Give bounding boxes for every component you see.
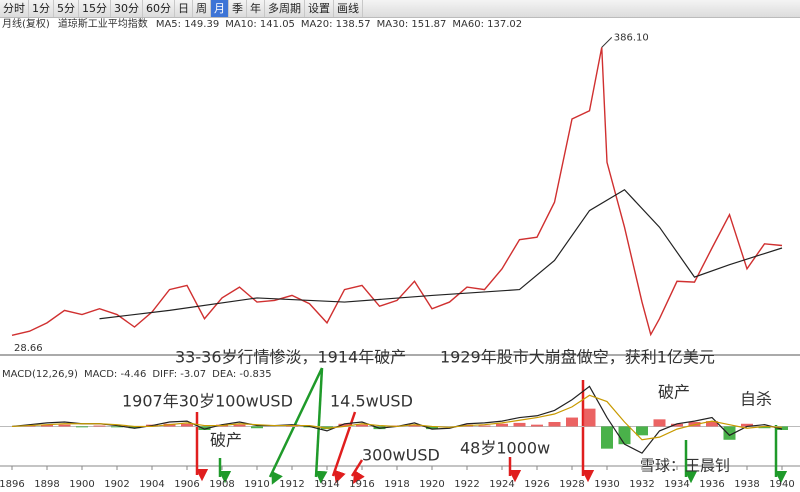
toolbar-button[interactable]: 季: [229, 0, 247, 17]
annotation: 1929年股市大崩盘做空，获利1亿美元: [440, 348, 715, 367]
x-tick-label: 1904: [139, 479, 164, 490]
macd-bar: [478, 425, 491, 427]
macd-bar: [426, 426, 438, 430]
macd-bar: [251, 426, 263, 429]
toolbar-button[interactable]: 60分: [143, 0, 175, 17]
x-tick-label: 1940: [769, 479, 794, 490]
watermark: 雪球：王晨钊: [640, 457, 730, 475]
macd-bar: [338, 423, 351, 427]
macd-bar: [198, 426, 211, 430]
line: [99, 188, 783, 320]
macd-bar: [653, 419, 666, 427]
legend-entry: MA5: 149.39: [156, 19, 219, 30]
x-tick-label: 1898: [34, 479, 59, 490]
legend-entry: MA20: 138.57: [301, 19, 371, 30]
value-label: 386.10: [614, 32, 649, 43]
legend-entry: DIFF: -3.07: [152, 369, 206, 380]
x-tick-label: 1924: [489, 479, 514, 490]
macd-bar: [601, 426, 613, 449]
x-tick-label: 1938: [734, 479, 759, 490]
macd-bar: [741, 423, 753, 427]
legend-entry: MA10: 141.05: [225, 19, 295, 30]
macd-bar: [181, 423, 193, 427]
macd-bar: [706, 421, 718, 427]
legend-entry: DEA: -0.835: [212, 369, 271, 380]
line: [11, 47, 783, 337]
x-tick-label: 1922: [454, 479, 479, 490]
chart-title: 月线(复权): [2, 17, 50, 30]
legend-entry: MA30: 151.87: [377, 19, 447, 30]
toolbar-button[interactable]: 5分: [54, 0, 79, 17]
toolbar-button[interactable]: 月: [211, 0, 229, 17]
line: [11, 394, 783, 441]
x-tick-label: 1896: [0, 479, 25, 490]
x-tick-label: 1928: [559, 479, 584, 490]
macd-bar: [583, 408, 596, 427]
macd-bar: [496, 423, 508, 427]
x-tick-label: 1910: [244, 479, 269, 490]
annotation: 破产: [210, 431, 242, 450]
macd-bar: [356, 424, 368, 427]
toolbar-button[interactable]: 设置: [305, 0, 334, 17]
toolbar-button[interactable]: 15分: [79, 0, 111, 17]
x-tick-label: 1936: [699, 479, 724, 490]
toolbar-button[interactable]: 1分: [29, 0, 54, 17]
macd-bar: [618, 426, 631, 445]
toolbar-button[interactable]: 画线: [334, 0, 363, 17]
macd-bar: [671, 423, 683, 427]
annotation: 48岁1000w: [460, 439, 550, 458]
x-tick-label: 1926: [524, 479, 549, 490]
macd-bar: [76, 426, 88, 428]
x-tick-label: 1902: [104, 479, 129, 490]
chart-subtitle: 道琼斯工业平均指数: [58, 17, 148, 30]
x-tick-label: 1906: [174, 479, 199, 490]
x-tick-label: 1934: [664, 479, 689, 490]
macd-bar: [723, 426, 736, 440]
macd-bar: [566, 417, 578, 427]
x-tick-label: 1920: [419, 479, 444, 490]
macd-bar: [408, 424, 421, 427]
macd-title: MACD(12,26,9): [2, 369, 78, 380]
toolbar: 分时 1分 5分 15分 30分 60分日周月季年多周期 设置 画线: [0, 0, 800, 18]
x-tick-label: 1914: [314, 479, 339, 490]
legend-entry: MACD: -4.46: [84, 369, 146, 380]
macd-bar: [93, 425, 106, 427]
macd-bar: [776, 426, 788, 430]
arrows: [195, 367, 788, 485]
label-leader: [601, 37, 613, 48]
x-tick-label: 1918: [384, 479, 409, 490]
toolbar-button[interactable]: 30分: [111, 0, 143, 17]
x-tick-label: 1932: [629, 479, 654, 490]
value-label: 28.66: [14, 343, 43, 354]
macd-bar: [58, 424, 71, 427]
macd-bar: [758, 426, 771, 429]
annotation: 33-36岁行情惨淡，1914年破产: [175, 348, 406, 367]
x-tick-label: 1908: [209, 479, 234, 490]
x-tick-label: 1930: [594, 479, 619, 490]
macd-bar: [548, 422, 561, 427]
x-tick-label: 1912: [279, 479, 304, 490]
legend-entry: MA60: 137.02: [452, 19, 522, 30]
annotation: 1907年30岁100wUSD: [122, 392, 293, 411]
toolbar-button[interactable]: 分时: [0, 0, 29, 17]
annotation: 自杀: [740, 390, 772, 409]
annotation: 破产: [658, 383, 690, 402]
macd-bar: [513, 422, 526, 427]
macd-bar: [636, 426, 648, 436]
macd-bar: [531, 424, 543, 427]
annotation: 300wUSD: [362, 446, 440, 465]
toolbar-button[interactable]: 周: [193, 0, 211, 17]
annotation: 14.5wUSD: [330, 392, 413, 411]
macd-bar: [111, 426, 123, 428]
toolbar-button[interactable]: 年: [247, 0, 265, 17]
macd-bar: [233, 424, 246, 427]
macd-bar: [41, 424, 53, 427]
x-tick-label: 1900: [69, 479, 94, 490]
x-tick-label: 1916: [349, 479, 374, 490]
toolbar-button[interactable]: 多周期: [265, 0, 305, 17]
macd-bar: [128, 426, 141, 429]
toolbar-button[interactable]: 日: [175, 0, 193, 17]
